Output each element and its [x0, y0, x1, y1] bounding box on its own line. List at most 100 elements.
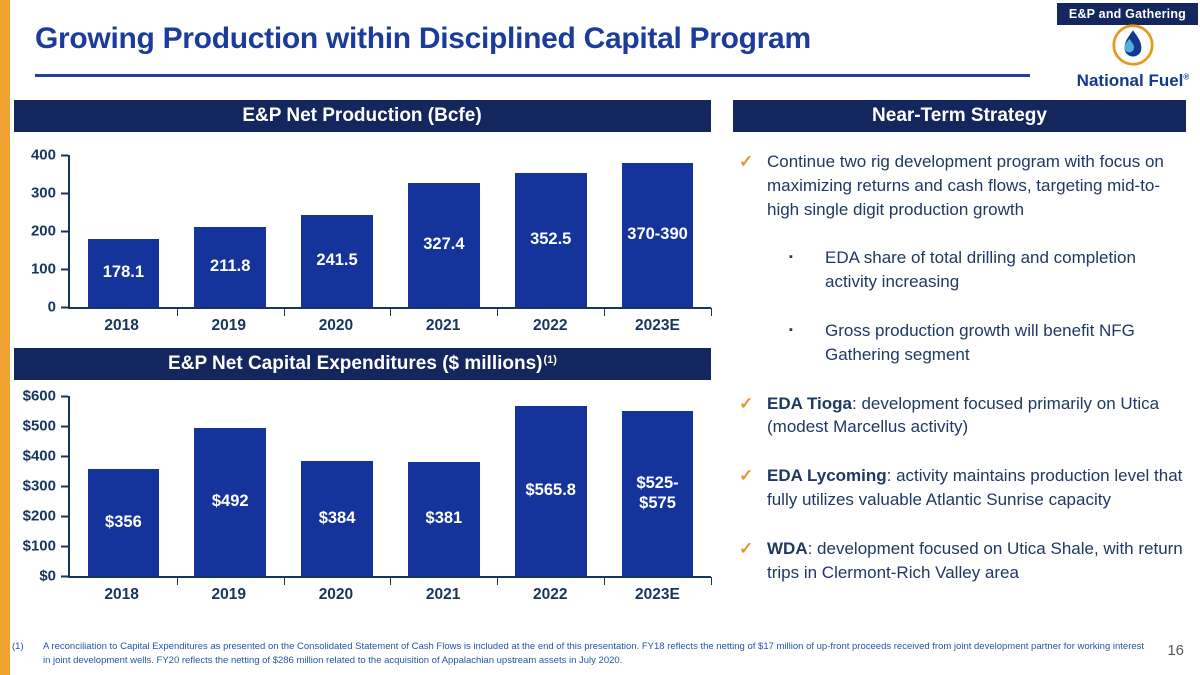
- y-axis-tick-mark: [61, 485, 68, 487]
- y-axis-tick: $200: [23, 508, 68, 525]
- square-bullet-icon: ▪: [789, 251, 793, 264]
- y-axis-tick-label: 200: [30, 222, 56, 240]
- y-axis-tick: $300: [23, 478, 68, 495]
- x-axis-label: 2018: [104, 586, 139, 603]
- y-axis-tick-label: 100: [30, 260, 56, 278]
- y-axis-tick-label: $500: [22, 417, 56, 435]
- y-axis-tick-label: $0: [39, 567, 56, 585]
- footnote-text: A reconciliation to Capital Expenditures…: [43, 640, 1145, 666]
- bar-value-label: 352.5: [530, 230, 572, 249]
- page-title: Growing Production within Disciplined Ca…: [35, 22, 811, 55]
- bar-2018: 178.1: [87, 239, 160, 307]
- check-icon: ✓: [739, 466, 754, 486]
- strategy-bullet: ✓ EDA Tioga: development focused primaril…: [733, 392, 1186, 440]
- bar-slot: 327.4: [390, 155, 499, 316]
- bar-2020: $384: [301, 460, 373, 576]
- y-axis-tick: $100: [23, 538, 68, 555]
- check-icon: ✓: [739, 393, 754, 413]
- y-axis-tick-label: $100: [22, 537, 56, 555]
- y-axis-tick: 0: [48, 299, 68, 316]
- bar-slot: 178.1: [70, 155, 178, 316]
- x-axis-label: 2022: [533, 586, 568, 603]
- bar-2021: 327.4: [408, 182, 480, 307]
- bar-slot: $565.8: [497, 396, 605, 585]
- page-number: 16: [1167, 642, 1184, 659]
- y-axis-tick-mark: [61, 545, 68, 547]
- capex-chart-section: E&P Net Capital Expenditures ($ millions…: [14, 348, 712, 604]
- x-axis-label: 2023E: [635, 317, 680, 334]
- bar-value-label: $384: [318, 508, 356, 527]
- bar-value-label: $492: [211, 492, 249, 511]
- flame-logo-icon: [1112, 24, 1154, 66]
- check-icon: ✓: [739, 152, 754, 171]
- capex-plot-area: $356 $492 $384 $381 $565.8 $525- $575 $0 $100 $…: [23, 388, 712, 585]
- bar-slot: $525- $575: [604, 396, 712, 585]
- y-axis-tick-mark: [61, 306, 68, 308]
- x-axis-label: 2022: [533, 317, 568, 334]
- x-axis-label: 2019: [211, 586, 246, 603]
- bar-value-label: $356: [105, 512, 142, 531]
- bar-2023E: $525- $575: [621, 411, 694, 576]
- x-axis-label: 2023E: [635, 586, 680, 603]
- y-axis-tick-mark: [61, 154, 68, 156]
- y-axis-tick-mark: [61, 515, 68, 517]
- bar-value-label: 241.5: [316, 251, 358, 270]
- production-chart-title: E&P Net Production (Bcfe): [242, 105, 482, 126]
- y-axis-tick: $0: [39, 568, 68, 585]
- y-axis-tick-label: 400: [30, 146, 56, 164]
- y-axis-tick-label: $400: [22, 447, 56, 465]
- segment-badge: E&P and Gathering: [1056, 3, 1198, 25]
- y-axis-tick-label: $600: [22, 387, 56, 405]
- y-axis-tick-mark: [61, 455, 68, 457]
- production-x-axis-labels: 2018 2019 2020 2021 2022 2023E: [68, 309, 711, 335]
- title-underline: [35, 74, 1030, 77]
- y-axis-tick-label: 300: [30, 184, 56, 202]
- y-axis-tick-mark: [61, 395, 68, 397]
- y-axis-tick: $600: [23, 388, 68, 405]
- production-chart-section: E&P Net Production (Bcfe) 178.1 211.8 241.…: [14, 100, 712, 335]
- x-axis-label: 2021: [425, 317, 461, 334]
- bar-slot: $384: [284, 396, 392, 585]
- y-axis-tick-label: $200: [22, 507, 56, 525]
- capex-chart-title-sup: (1): [543, 354, 557, 366]
- y-axis-tick-label: 0: [47, 298, 56, 316]
- square-bullet-icon: ▪: [789, 323, 793, 336]
- footnote: (1) A reconciliation to Capital Expendit…: [12, 640, 1147, 669]
- y-axis-tick-mark: [61, 268, 68, 270]
- capex-x-axis-labels: 2018 2019 2020 2021 2022 2023E: [68, 578, 711, 604]
- x-axis-label: 2020: [318, 317, 354, 334]
- left-accent-strip: [0, 0, 10, 675]
- bar-slot: $492: [177, 396, 285, 585]
- bar-2020: 241.5: [301, 215, 373, 307]
- strategy-sub-bullet: ▪ Gross production growth will benefit NF…: [733, 319, 1186, 367]
- bullet-text: Continue two rig development program wit…: [767, 152, 1164, 219]
- bar-2021: $381: [408, 461, 480, 576]
- bar-value-label: 211.8: [210, 256, 251, 275]
- y-axis-tick: $500: [23, 418, 68, 435]
- bar-slot: 241.5: [284, 155, 392, 316]
- y-axis-tick: 200: [31, 223, 68, 240]
- bullet-text: EDA share of total drilling and completi…: [825, 248, 1136, 292]
- bar-2019: $492: [194, 428, 267, 576]
- production-bars: 178.1 211.8 241.5 327.4 352.5 370-390: [70, 155, 712, 316]
- company-logo: National Fuel®: [1074, 24, 1192, 91]
- bar-slot: $381: [390, 396, 499, 585]
- production-chart-header: E&P Net Production (Bcfe): [14, 100, 711, 132]
- bar-2022: 352.5: [514, 173, 587, 307]
- bullet-text: EDA Lycoming: activity maintains product…: [767, 466, 1183, 509]
- y-axis-tick: 100: [31, 261, 68, 278]
- strategy-panel: Near-Term Strategy ✓ Continue two rig dev…: [733, 100, 1186, 609]
- strategy-header: Near-Term Strategy: [733, 100, 1186, 132]
- strategy-bullet: ✓ EDA Lycoming: activity maintains produc…: [733, 464, 1186, 512]
- bullet-text: EDA Tioga: development focused primarily…: [767, 393, 1160, 437]
- bar-slot: 370-390: [604, 155, 712, 316]
- x-axis-label: 2019: [211, 317, 246, 334]
- check-icon: ✓: [739, 538, 754, 558]
- bar-2023E: 370-390: [621, 162, 694, 307]
- bullet-text: Gross production growth will benefit NFG…: [825, 320, 1135, 364]
- bar-2022: $565.8: [514, 406, 587, 576]
- y-axis-tick-mark: [61, 192, 68, 194]
- bar-2019: 211.8: [194, 226, 267, 307]
- strategy-bullet: ✓ Continue two rig development program wi…: [733, 150, 1186, 221]
